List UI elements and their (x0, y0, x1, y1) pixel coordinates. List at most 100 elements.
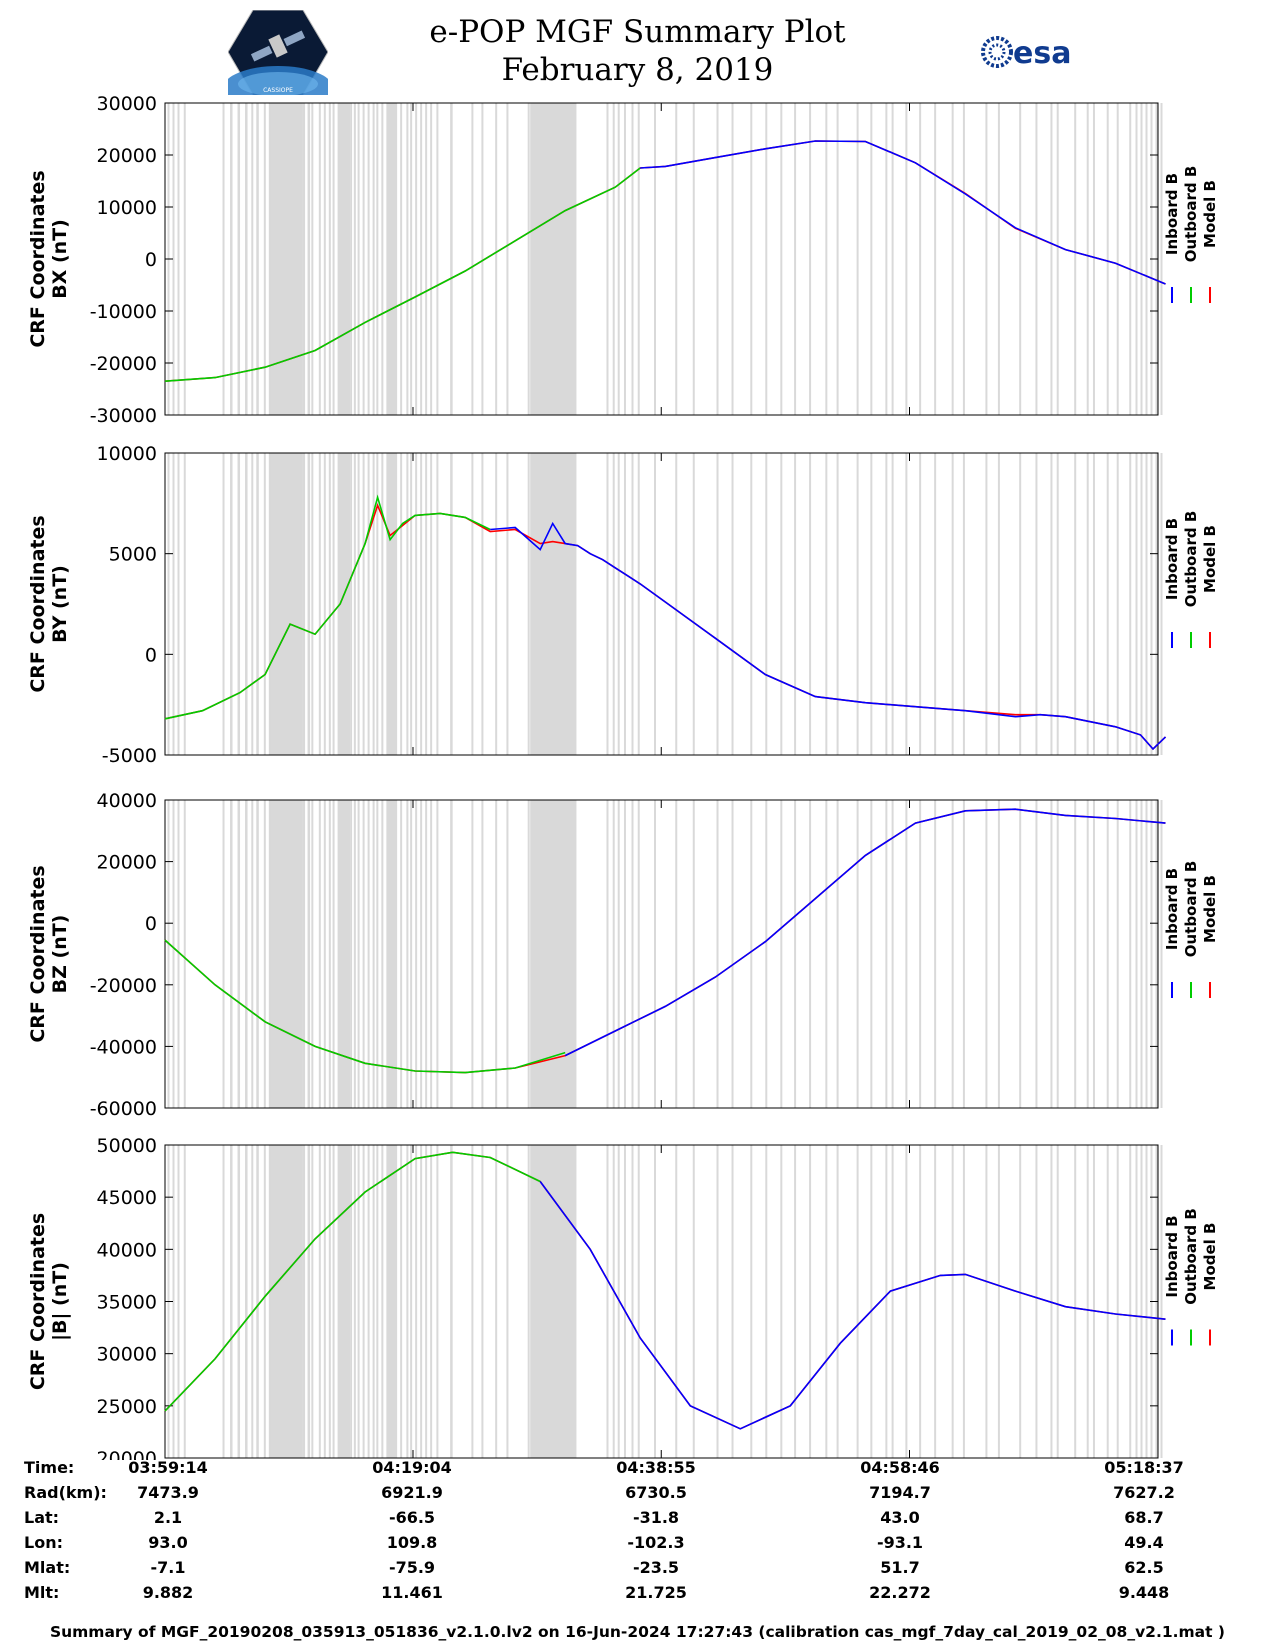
data-gap-stripe (1140, 1145, 1143, 1458)
y-axis-label-line1: CRF Coordinates (27, 865, 49, 1042)
ephemeris-cell: 7473.9 (137, 1483, 199, 1502)
data-gap-stripe (891, 453, 894, 755)
data-gap-stripe (230, 453, 233, 755)
data-gap-stripe (328, 1145, 331, 1458)
data-gap-stripe (172, 1145, 175, 1458)
y-tick-label: 35000 (97, 1292, 157, 1314)
data-gap-stripe (471, 103, 474, 415)
data-gap-stripe (1106, 800, 1109, 1108)
data-gap-stripe (809, 800, 812, 1108)
data-gap-stripe (263, 800, 266, 1108)
data-gap-stripe (350, 800, 353, 1108)
data-gap-stripe (307, 800, 311, 1108)
data-gap-stripe (891, 800, 894, 1108)
data-gap-stripe (809, 103, 812, 415)
y-axis-label: CRF Coordinates|B| (nT) (27, 1213, 71, 1390)
data-gap-stripe (1129, 800, 1132, 1108)
data-gap-stripe (420, 800, 423, 1108)
data-gap-stripe (177, 1145, 180, 1458)
y-axis-label-line2: BX (nT) (49, 219, 71, 299)
plot-frame (164, 799, 1159, 1109)
data-gap-stripe (406, 103, 409, 415)
data-gap-stripe (1116, 1145, 1119, 1458)
y-axis-label-line1: CRF Coordinates (27, 170, 49, 347)
data-gap-stripe (617, 800, 620, 1108)
data-gap-stripe (934, 103, 937, 415)
data-gap-stripe (856, 800, 859, 1108)
ephemeris-row-lat: Lat: 2.1 -66.5 -31.8 43.0 68.7 (0, 1508, 1275, 1530)
data-gap-stripe (905, 1145, 908, 1458)
data-gap-block (530, 103, 577, 415)
data-gap-stripe (311, 103, 314, 415)
data-gap-stripe (1129, 1145, 1132, 1458)
data-gap-stripe (406, 800, 409, 1108)
y-tick-label: 40000 (97, 790, 157, 812)
data-gap-stripe (406, 1145, 409, 1458)
ephemeris-cell: 6730.5 (625, 1483, 687, 1502)
data-gap-stripe (268, 103, 271, 415)
data-gap-stripe (825, 453, 828, 755)
data-gap-stripe (268, 453, 271, 755)
data-gap-stripe (919, 103, 922, 415)
data-gap-stripe (631, 453, 634, 755)
data-gap-stripe (302, 453, 306, 755)
y-axis-label: CRF CoordinatesBZ (nT) (27, 865, 71, 1042)
y-tick-label: 20000 (97, 852, 157, 874)
data-gap-stripe (891, 1145, 894, 1458)
data-gap-stripe (450, 103, 453, 415)
data-gap-stripe (1106, 103, 1109, 415)
data-gap-stripe (386, 800, 389, 1108)
data-gap-stripe (256, 453, 259, 755)
ephemeris-row-lon: Lon: 93.0 109.8 -102.3 -93.1 49.4 (0, 1533, 1275, 1555)
data-gap-stripe (675, 453, 678, 755)
data-gap-stripe (1135, 453, 1138, 755)
y-tick-label: 0 (145, 249, 157, 271)
data-gap-block (387, 453, 397, 755)
data-gap-stripe (637, 103, 640, 415)
data-gap-stripe (376, 453, 379, 755)
data-gap-stripe (891, 103, 894, 415)
data-gap-block (387, 800, 397, 1108)
series-line-outboard-b (164, 167, 641, 382)
data-gap-stripe (230, 800, 233, 1108)
data-gap-stripe (450, 1145, 453, 1458)
data-gap-stripe (856, 103, 859, 415)
data-gap-stripe (1074, 800, 1077, 1108)
ephemeris-label: Lon: (24, 1533, 63, 1552)
data-gap-stripe (870, 1145, 873, 1458)
data-gap-stripe (606, 1145, 609, 1458)
data-gap-stripe (183, 1145, 186, 1458)
ephemeris-cell: 22.272 (869, 1583, 931, 1602)
data-gap-stripe (400, 103, 403, 415)
data-gap-stripe (237, 1145, 241, 1458)
legend-label: Model B (1201, 875, 1219, 943)
data-gap-stripe (337, 1145, 340, 1458)
data-gap-stripe (256, 1145, 259, 1458)
data-gap-stripe (765, 800, 768, 1108)
data-gap-stripe (367, 453, 370, 755)
data-gap-stripe (731, 453, 734, 755)
data-gap-stripe (372, 1145, 375, 1458)
data-gap-stripe (495, 453, 498, 755)
data-gap-stripe (623, 103, 626, 415)
data-gap-stripe (367, 103, 370, 415)
data-gap-stripe (716, 800, 719, 1108)
ephemeris-label: Time: (24, 1458, 75, 1477)
y-axis-label-line1: CRF Coordinates (27, 1213, 49, 1390)
data-gap-stripe (436, 800, 439, 1108)
ephemeris-cell: 04:58:46 (860, 1458, 940, 1477)
data-gap-stripe (251, 103, 254, 415)
data-gap-stripe (386, 1145, 389, 1458)
data-gap-stripe (318, 1145, 321, 1458)
data-gap-stripe (183, 453, 186, 755)
data-gap-stripe (1035, 1145, 1038, 1458)
esa-logo-text: esa (1013, 36, 1071, 71)
data-gap-stripe (606, 800, 609, 1108)
data-gap-stripe (245, 103, 248, 415)
y-axis-label-line1: CRF Coordinates (27, 515, 49, 692)
data-gap-stripe (675, 800, 678, 1108)
y-axis-label-line2: BY (nT) (49, 565, 71, 643)
data-gap-stripe (332, 103, 335, 415)
data-gap-stripe (481, 800, 484, 1108)
data-gap-stripe (825, 103, 828, 415)
